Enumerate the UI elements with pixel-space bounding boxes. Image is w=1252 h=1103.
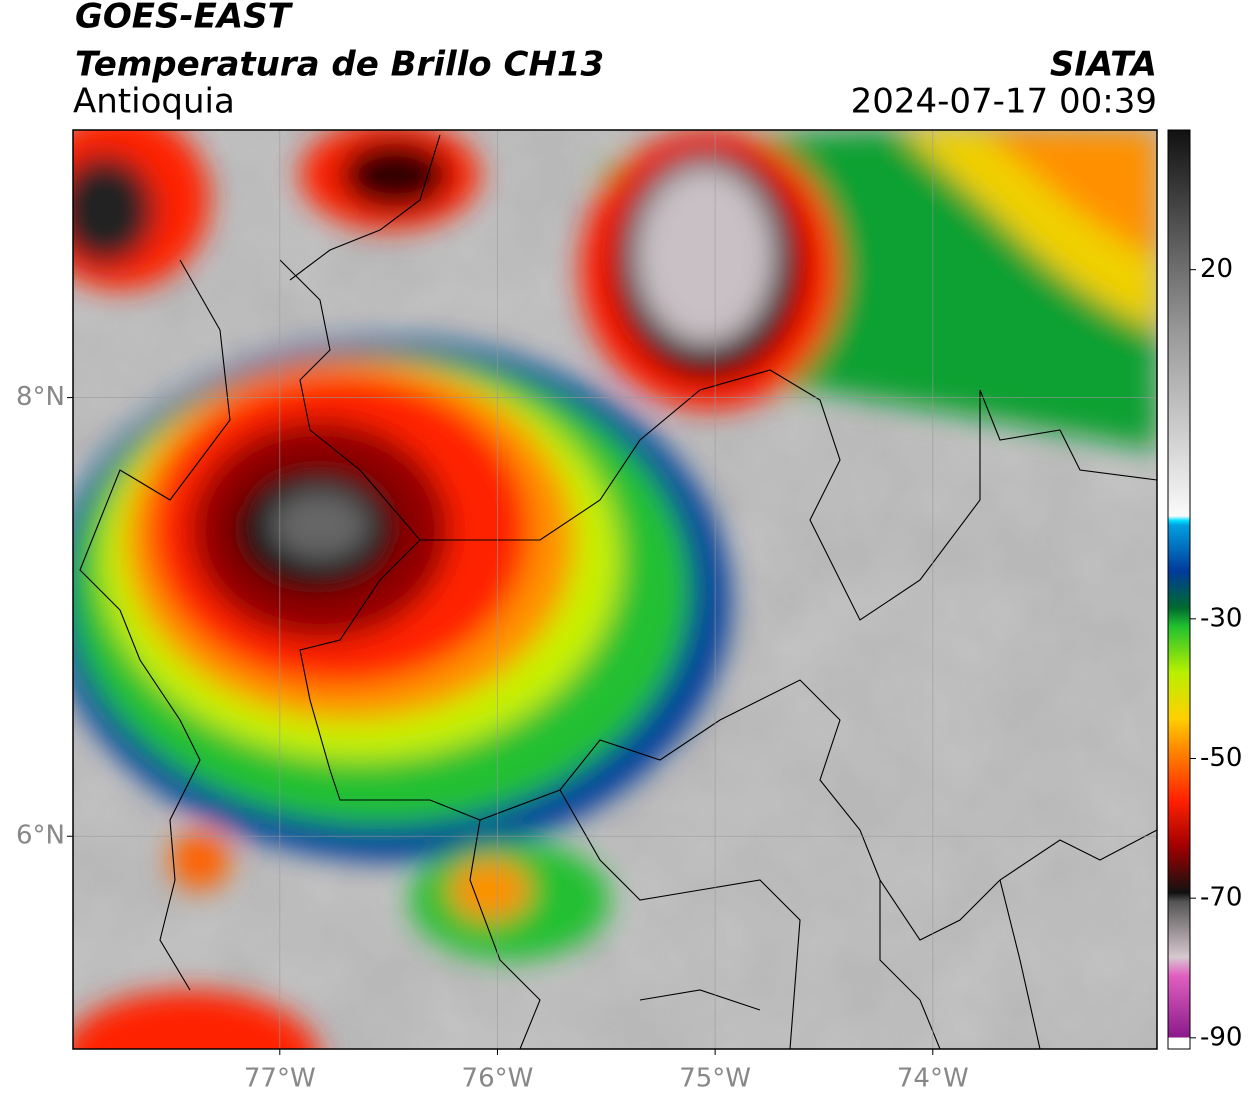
colorbar-tick-label: -70 [1200, 883, 1242, 913]
graticule [73, 130, 1157, 1049]
borders [79, 134, 1157, 1049]
satellite-image [73, 130, 1157, 1049]
colorbar-tick-label: -50 [1200, 743, 1242, 773]
x-tick-label: 74°W [897, 1064, 969, 1094]
subtitle: Temperatura de Brillo CH13 [75, 45, 604, 85]
x-tick-label: 75°W [679, 1064, 751, 1094]
colorbar [1167, 129, 1191, 1050]
ticks: 77°W 76°W 75°W 74°W 8°N 6°N 20 -30 -50 -70 -90 [16, 254, 1242, 1093]
source: SIATA [1050, 45, 1157, 85]
timestamp: 2024-07-17 00:39 [851, 82, 1157, 122]
y-tick-label: 6°N [16, 821, 65, 851]
colorbar-tick-label: -30 [1200, 603, 1242, 633]
y-tick-label: 8°N [16, 382, 65, 412]
colorbar-tick-label: -90 [1200, 1022, 1242, 1052]
x-tick-label: 77°W [244, 1064, 316, 1094]
map-frame [72, 129, 1158, 1050]
title: GOES-EAST [75, 0, 294, 37]
x-tick-label: 76°W [462, 1064, 534, 1094]
region: Antioquia [73, 82, 235, 122]
colorbar-tick-label: 20 [1200, 254, 1233, 284]
